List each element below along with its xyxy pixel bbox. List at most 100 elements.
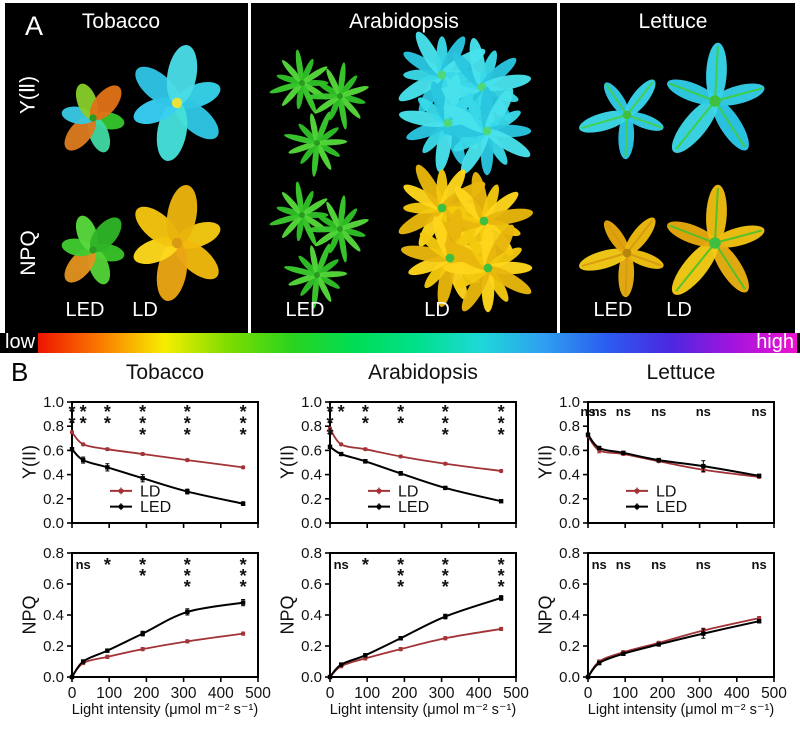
significance-star: *: [240, 425, 247, 445]
significance-star: *: [326, 402, 333, 422]
significance-ns: ns: [580, 404, 595, 419]
y-tick-label: 0.8: [43, 545, 64, 562]
y-tick-label: 0.2: [43, 491, 64, 508]
arabidopsis-npq-led-rosette-2: [306, 195, 369, 263]
data-point-led: [585, 674, 591, 680]
significance-star: *: [139, 566, 146, 586]
data-point-ld: [185, 639, 190, 644]
y-tick-label: 0.0: [301, 515, 322, 532]
y-tick-label: 0.0: [301, 669, 322, 686]
significance-star: *: [240, 555, 247, 575]
tobacco-yii-ld-plant: [133, 45, 221, 161]
arabidopsis-npq-led-rosette-3: [284, 243, 348, 309]
significance-star: *: [80, 414, 87, 434]
y-tick-label: 0.2: [559, 491, 580, 508]
legend-label-ld: LD: [656, 483, 676, 500]
significance-star: *: [326, 414, 333, 434]
y-tick-label: 0.0: [43, 669, 64, 686]
data-point-led: [80, 659, 86, 664]
data-point-led: [656, 457, 661, 463]
significance-star: *: [104, 402, 111, 422]
significance-star: *: [498, 425, 505, 445]
panel-a-label: A: [25, 11, 44, 41]
significance-star: *: [362, 402, 369, 422]
arabidopsis-ld-label: LD: [424, 299, 450, 321]
tobacco-ld-label: LD: [132, 299, 158, 321]
data-point-ld: [339, 442, 344, 447]
y-tick-label: 0.0: [43, 515, 64, 532]
series-curve-led: [587, 434, 760, 477]
tobacco-yii-led-plant: [61, 83, 125, 153]
significance-star: *: [240, 414, 247, 434]
x-tick-label: 200: [133, 685, 159, 702]
y-tick-label: 0.0: [559, 669, 580, 686]
x-tick-label: 400: [466, 685, 492, 702]
legend-label-led: LED: [140, 499, 171, 516]
data-point-led: [140, 476, 145, 481]
y-tick-label: 0.8: [559, 418, 580, 435]
data-point-led: [596, 660, 602, 666]
significance-ns: ns: [696, 557, 711, 572]
data-point-led: [185, 489, 190, 494]
y-tick-label: 0.2: [559, 638, 580, 655]
data-point-led: [498, 499, 504, 504]
data-point-led: [327, 674, 333, 680]
significance-ns: ns: [752, 404, 767, 419]
arabidopsis-yii-led-rosette-2: [306, 62, 369, 130]
significance-star: *: [104, 555, 111, 575]
significance-star: *: [184, 425, 191, 445]
x-tick-label: 300: [429, 685, 455, 702]
significance-star: *: [139, 402, 146, 422]
data-point-led: [585, 432, 591, 437]
y-tick-label: 0.4: [559, 607, 580, 624]
significance-star: *: [498, 402, 505, 422]
significance-ns: ns: [76, 557, 91, 572]
lettuce-npq-ld-plant: [667, 184, 765, 295]
x-tick-label: 500: [761, 685, 787, 702]
arabidopsis-npq-ld-rosette-4: [443, 223, 533, 313]
data-point-led: [69, 446, 75, 452]
significance-ns: ns: [592, 404, 607, 419]
y-tick-label: 0.2: [301, 638, 322, 655]
x-tick-label: 100: [96, 685, 122, 702]
significance-star: *: [498, 555, 505, 575]
data-point-ld: [363, 447, 368, 452]
significance-star: *: [498, 414, 505, 434]
significance-star: *: [338, 402, 345, 422]
significance-star: *: [184, 566, 191, 586]
significance-star: *: [397, 402, 404, 422]
significance-star: *: [442, 566, 449, 586]
data-point-ld: [398, 454, 403, 459]
significance-star: *: [68, 414, 75, 434]
significance-star: *: [104, 414, 111, 434]
data-point-led: [185, 609, 190, 615]
yaxis-label-arabidopsis-npq: NPQ: [277, 595, 298, 635]
significance-star: *: [442, 555, 449, 575]
legend-label-led: LED: [398, 499, 429, 516]
data-point-led: [756, 473, 762, 479]
tobacco-led-label: LED: [65, 299, 105, 321]
y-tick-label: 1.0: [301, 394, 322, 411]
data-point-led: [596, 445, 602, 451]
significance-ns: ns: [651, 557, 666, 572]
y-tick-label: 0.6: [43, 442, 64, 459]
data-point-led: [80, 457, 86, 463]
lettuce-npq-led-plant: [579, 217, 664, 298]
significance-ns: ns: [334, 557, 349, 572]
y-tick-label: 0.8: [301, 418, 322, 435]
data-point-led: [701, 631, 706, 636]
data-point-ld: [241, 631, 246, 636]
significance-ns: ns: [616, 404, 631, 419]
y-tick-label: 0.2: [301, 491, 322, 508]
significance-star: *: [139, 555, 146, 575]
significance-star: *: [397, 414, 404, 434]
data-point-led: [498, 595, 504, 601]
y-tick-label: 0.6: [43, 576, 64, 593]
yaxis-label-lettuce-yii: Y(II): [535, 445, 556, 479]
significance-ns: ns: [616, 557, 631, 572]
